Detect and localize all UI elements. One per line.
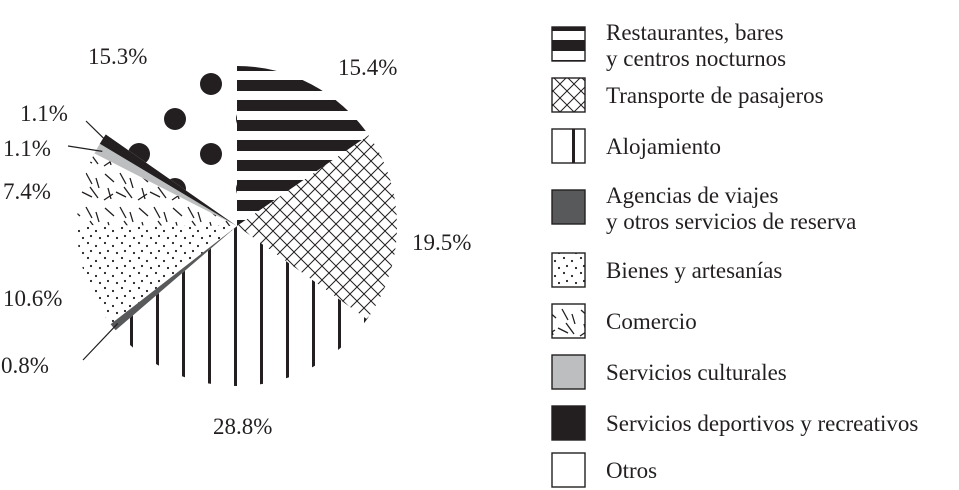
slice-percent-label: 1.1% xyxy=(3,136,51,161)
legend-swatch xyxy=(551,189,586,225)
legend-label: Otros xyxy=(606,458,657,483)
pie-slice xyxy=(237,135,398,320)
pie-slice xyxy=(115,226,368,386)
pie-slice xyxy=(76,224,237,325)
legend-item: Otros xyxy=(551,452,657,488)
pie-slice xyxy=(105,66,237,226)
legend-label: Comercio xyxy=(606,309,697,334)
legend-label: Servicios culturales xyxy=(606,360,787,385)
legend-item: Alojamiento xyxy=(551,128,721,164)
legend-label: Alojamiento xyxy=(606,134,721,159)
legend-swatch xyxy=(551,354,586,390)
legend-item: Servicios deportivos y recreativos xyxy=(551,405,918,441)
legend-label: Restaurantes, bares y centros nocturnos xyxy=(606,20,786,71)
legend-label: Bienes y artesanías xyxy=(606,258,782,283)
pie-slice xyxy=(237,66,369,226)
legend-swatch xyxy=(551,128,586,164)
slice-percent-label: 10.6% xyxy=(3,286,62,311)
legend-swatch xyxy=(551,405,586,441)
pie-slice xyxy=(94,143,237,226)
legend-swatch xyxy=(551,252,586,288)
slice-percent-label: 19.5% xyxy=(412,230,471,255)
legend-swatch xyxy=(551,26,586,62)
leader-line xyxy=(67,145,103,152)
legend: Restaurantes, bares y centros nocturnos Tr… xyxy=(551,20,918,488)
leader-line xyxy=(82,323,119,361)
pie-slice xyxy=(99,134,237,226)
pie-slice xyxy=(77,153,237,226)
legend-label: Agencias de viajes y otros servicios de r… xyxy=(606,183,856,234)
slice-percent-label: 15.3% xyxy=(88,44,147,69)
legend-item: Transporte de pasajeros xyxy=(551,77,824,113)
legend-label: Transporte de pasajeros xyxy=(606,83,824,108)
legend-swatch xyxy=(551,77,586,113)
pie-slice xyxy=(110,226,237,331)
slice-percent-label: 15.4% xyxy=(338,55,397,80)
legend-item: Agencias de viajes y otros servicios de r… xyxy=(551,183,856,234)
legend-item: Bienes y artesanías xyxy=(551,252,782,288)
legend-item: Servicios culturales xyxy=(551,354,787,390)
leader-line xyxy=(85,120,109,143)
legend-swatch xyxy=(551,452,586,488)
legend-swatch xyxy=(551,303,586,339)
slice-percent-label: 28.8% xyxy=(213,414,272,439)
legend-item: Restaurantes, bares y centros nocturnos xyxy=(551,20,786,71)
slice-percent-label: 7.4% xyxy=(3,179,51,204)
slice-percent-label: 0.8% xyxy=(1,353,49,378)
legend-label: Servicios deportivos y recreativos xyxy=(606,411,918,436)
legend-item: Comercio xyxy=(551,303,697,339)
pie-slices xyxy=(76,66,398,386)
leader-lines xyxy=(67,120,119,361)
slice-percent-label: 1.1% xyxy=(20,101,68,126)
slice-labels: 15.4% 19.5% 28.8% 0.8% 10.6% 7.4% 1.1% 1.1% 15.3… xyxy=(1,44,471,439)
